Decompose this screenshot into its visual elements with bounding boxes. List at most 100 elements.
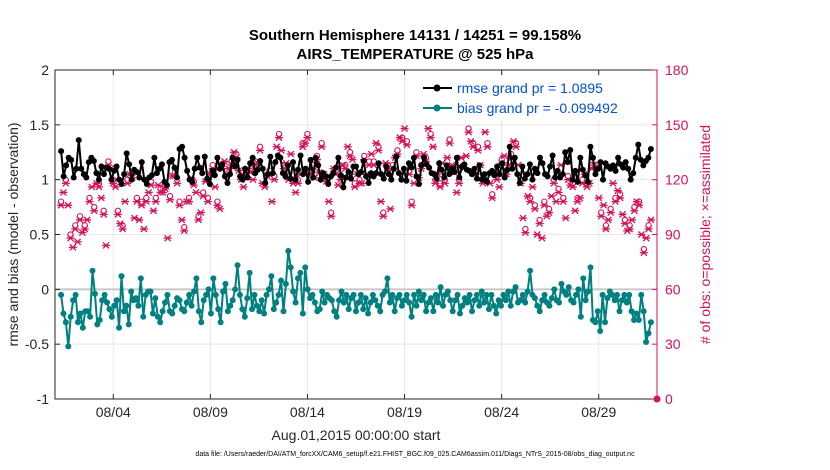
rmse-point — [511, 154, 518, 161]
bias-point — [623, 299, 630, 306]
obs-assimilated-point — [443, 154, 452, 162]
rmse-point — [340, 184, 347, 191]
rmse-point — [549, 152, 556, 159]
bias-point — [645, 330, 652, 337]
rmse-point — [587, 143, 594, 150]
bias-point — [96, 317, 103, 324]
rmse-point — [204, 175, 211, 182]
rmse-point — [297, 152, 304, 159]
rmse-point — [242, 165, 249, 172]
bias-point — [290, 288, 297, 295]
bias-point — [229, 297, 236, 304]
bias-point — [631, 317, 638, 324]
obs-assimilated-point — [542, 212, 551, 220]
obs-assimilated-point — [469, 143, 478, 151]
bias-point — [285, 247, 292, 254]
obs-assimilated-point — [267, 198, 276, 206]
bias-point — [74, 319, 81, 326]
obs-assimilated-point — [606, 209, 615, 217]
bias-point — [374, 302, 381, 309]
bias-point — [382, 288, 389, 295]
rmse-point — [564, 159, 571, 166]
bias-point — [536, 308, 543, 315]
bias-point — [449, 308, 456, 315]
rmse-point — [300, 171, 307, 178]
rmse-point — [254, 166, 261, 173]
bias-point — [541, 291, 548, 298]
rmse-point — [95, 176, 102, 183]
obs-possible-point — [72, 222, 79, 229]
obs-assimilated-point — [571, 207, 580, 215]
rmse-point — [179, 143, 186, 150]
rmse-point — [504, 166, 511, 173]
rmse-point — [151, 154, 158, 161]
bias-point — [355, 299, 362, 306]
rmse-point — [426, 164, 433, 171]
bias-point — [299, 310, 306, 317]
obs-assimilated-point — [350, 183, 359, 191]
rmse-point — [83, 174, 90, 181]
rmse-point — [405, 160, 412, 167]
y-tick-label: -1 — [37, 391, 50, 407]
obs-possible-point — [185, 194, 193, 202]
rmse-point — [116, 176, 123, 183]
obs-assimilated-point — [445, 139, 454, 147]
obs-possible-point — [200, 189, 207, 196]
obs-assimilated-point — [166, 196, 175, 204]
bias-point — [365, 310, 372, 317]
rmse-point — [615, 154, 622, 161]
y2-tick-label: 90 — [665, 227, 681, 243]
bias-point — [87, 313, 94, 320]
obs-assimilated-point — [547, 192, 556, 200]
rmse-point — [476, 162, 483, 169]
obs-possible-point — [327, 209, 335, 216]
rmse-point — [214, 154, 221, 161]
rmse-point — [433, 175, 440, 182]
rmse-point — [421, 154, 428, 161]
obs-possible-point — [470, 139, 477, 147]
rmse-point — [388, 176, 395, 183]
rmse-point — [501, 174, 508, 181]
rmse-point — [332, 164, 339, 171]
bias-point — [304, 286, 311, 293]
rmse-point — [247, 160, 254, 167]
rmse-point — [360, 158, 367, 165]
obs-assimilated-point — [286, 150, 295, 158]
obs-assimilated-point — [483, 143, 492, 151]
rmse-point — [438, 166, 445, 173]
bias-point — [263, 291, 270, 298]
legend-rmse-marker — [433, 84, 441, 92]
obs-possible-point — [166, 192, 174, 200]
obs-assimilated-point — [428, 143, 437, 151]
obs-assimilated-point — [426, 134, 435, 142]
rmse-point — [106, 165, 113, 172]
bias-point — [220, 288, 227, 295]
bias-point — [140, 313, 147, 320]
rmse-point — [599, 176, 606, 183]
bias-point — [505, 288, 512, 295]
bias-point — [367, 299, 374, 306]
rmse-point — [342, 174, 349, 181]
bias-point — [270, 306, 277, 313]
bias-point — [212, 291, 219, 298]
bias-point — [391, 308, 398, 315]
obs-assimilated-point — [398, 137, 407, 145]
bias-point — [200, 297, 207, 304]
rmse-point — [312, 154, 319, 161]
obs-assimilated-point — [533, 231, 542, 238]
rmse-point — [310, 174, 317, 181]
rmse-point — [249, 154, 256, 161]
obs-assimilated-point — [194, 216, 203, 224]
obs-assimilated-point — [402, 141, 411, 149]
obs-assimilated-point — [116, 220, 125, 227]
obs-assimilated-point — [256, 146, 265, 154]
rmse-point — [481, 171, 488, 178]
rmse-point — [347, 175, 354, 182]
y-tick-label: 0.5 — [30, 227, 50, 243]
observation-count-markers — [57, 125, 655, 257]
rmse-point — [484, 178, 491, 185]
bias-point — [297, 269, 304, 276]
rmse-point — [647, 145, 654, 152]
obs-possible-point — [114, 207, 122, 214]
obs-assimilated-point — [149, 207, 158, 215]
